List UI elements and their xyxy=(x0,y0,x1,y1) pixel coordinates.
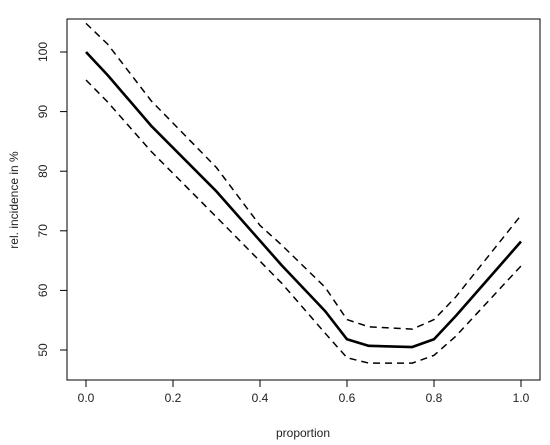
x-axis: 0.0 0.2 0.4 0.6 0.8 1.0 xyxy=(78,379,530,405)
plot-frame xyxy=(66,18,541,381)
series-layer xyxy=(85,22,522,364)
x-tick-label: 0.8 xyxy=(426,391,443,405)
y-tick-label: 70 xyxy=(36,224,50,238)
y-axis: 50 60 70 80 90 100 xyxy=(36,42,68,357)
y-axis-title: rel. incidence in % xyxy=(7,151,21,249)
x-tick-label: 0.4 xyxy=(252,391,269,405)
y-tick-label: 60 xyxy=(36,283,50,297)
x-tick-label: 0.0 xyxy=(78,391,95,405)
confidence-band-line xyxy=(85,79,522,364)
estimate-line xyxy=(85,51,522,349)
x-tick-label: 1.0 xyxy=(513,391,530,405)
confidence-band-line xyxy=(85,22,522,330)
y-tick-label: 90 xyxy=(36,105,50,119)
y-tick-label: 50 xyxy=(36,343,50,357)
x-axis-title: proportion xyxy=(276,426,330,440)
y-tick-label: 80 xyxy=(36,164,50,178)
x-tick-label: 0.2 xyxy=(165,391,182,405)
x-tick-label: 0.6 xyxy=(339,391,356,405)
y-tick-label: 100 xyxy=(36,42,50,62)
